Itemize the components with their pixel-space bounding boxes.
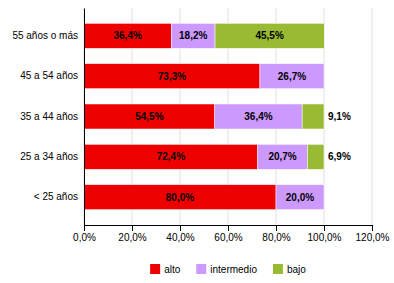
legend-item: alto	[150, 264, 181, 275]
tick-label: 20,0%	[118, 232, 146, 243]
tick-line	[276, 225, 277, 231]
tick-line	[132, 225, 133, 231]
plot-area: 0,0% 20,0% 40,0% 60,0% 80,0% 100,0% 120,0% < 25…	[12, 8, 389, 243]
tick-line	[180, 225, 181, 231]
data-label: 72,4%	[157, 151, 185, 162]
axis-domain	[85, 226, 373, 232]
data-label: 36,4%	[114, 30, 142, 41]
chart-svg: 0,0% 20,0% 40,0% 60,0% 80,0% 100,0% 120,0% < 25…	[0, 0, 394, 283]
grid-line	[372, 8, 373, 225]
tick-label: 120,0%	[356, 232, 390, 243]
data-label: 54,5%	[135, 111, 163, 122]
tick-label: 55 años o más	[12, 30, 78, 41]
tick-label: 25 a 34 años	[20, 151, 78, 162]
legend: alto intermedio bajo	[150, 264, 306, 275]
bar	[258, 144, 308, 169]
bars	[84, 23, 324, 209]
tick: 45 a 54 años	[20, 70, 78, 81]
bar	[215, 23, 324, 48]
bar	[302, 104, 324, 129]
legend-swatch	[150, 264, 160, 274]
data-label: 36,4%	[244, 111, 272, 122]
data-label: 18,2%	[179, 30, 207, 41]
tick-line	[372, 225, 373, 231]
data-label: 26,7%	[278, 71, 306, 82]
bar	[324, 185, 325, 210]
bar	[324, 64, 325, 89]
data-label: 80,0%	[166, 192, 194, 203]
bar	[215, 104, 302, 129]
tick: 0,0%	[73, 225, 96, 243]
data-label: 9,1%	[328, 111, 351, 122]
tick: 40,0%	[166, 225, 194, 243]
bar	[84, 23, 171, 48]
tick-label: 45 a 54 años	[20, 70, 78, 81]
category-axis: < 25 años 25 a 34 años 35 a 44 años 45 a 54…	[12, 9, 84, 226]
tick-label: 80,0%	[262, 232, 290, 243]
series-1	[171, 23, 324, 209]
value-axis: 0,0% 20,0% 40,0% 60,0% 80,0% 100,0% 120,0%	[73, 225, 389, 243]
legend-swatch	[273, 264, 283, 274]
tick: 80,0%	[262, 225, 290, 243]
bar	[84, 104, 215, 129]
bar	[171, 23, 215, 48]
tick: 20,0%	[118, 225, 146, 243]
tick-label: < 25 años	[34, 191, 78, 202]
bar	[307, 144, 324, 169]
legend-item: intermedio	[196, 264, 257, 275]
data-label: 6,9%	[328, 151, 351, 162]
legend-label: bajo	[287, 264, 306, 275]
tick: < 25 años	[34, 191, 78, 202]
legend-item: bajo	[273, 264, 306, 275]
data-labels: 80,0% 72,4% 54,5% 73,3% 36,4% 20,0% 20,7% 36,4%…	[114, 30, 351, 202]
legend-label: intermedio	[210, 264, 257, 275]
tick: 25 a 34 años	[20, 151, 78, 162]
bar	[260, 64, 324, 89]
chart-container: 0,0% 20,0% 40,0% 60,0% 80,0% 100,0% 120,0% < 25…	[0, 0, 394, 283]
grid-line	[84, 8, 85, 225]
bar	[84, 64, 260, 89]
grid	[84, 8, 372, 225]
tick-label: 40,0%	[166, 232, 194, 243]
data-label: 45,5%	[255, 30, 283, 41]
series-0	[84, 23, 276, 209]
tick: 55 años o más	[12, 30, 78, 41]
legend-swatch	[196, 264, 206, 274]
tick-line	[84, 225, 85, 231]
data-label: 20,0%	[286, 192, 314, 203]
series-2	[215, 23, 324, 169]
tick-line	[228, 225, 229, 231]
axis-domain	[84, 9, 85, 226]
tick: 120,0%	[356, 225, 390, 243]
bar	[84, 144, 258, 169]
bar	[276, 185, 324, 210]
data-label: 73,3%	[158, 71, 186, 82]
legend-label: alto	[164, 264, 181, 275]
bar	[84, 185, 276, 210]
tick: 60,0%	[214, 225, 242, 243]
tick-label: 35 a 44 años	[20, 111, 78, 122]
tick: 100,0%	[308, 225, 342, 243]
tick-label: 100,0%	[308, 232, 342, 243]
tick-label: 0,0%	[73, 232, 96, 243]
tick: 35 a 44 años	[20, 111, 78, 122]
tick-line	[324, 225, 325, 231]
data-label: 20,7%	[268, 151, 296, 162]
tick-label: 60,0%	[214, 232, 242, 243]
